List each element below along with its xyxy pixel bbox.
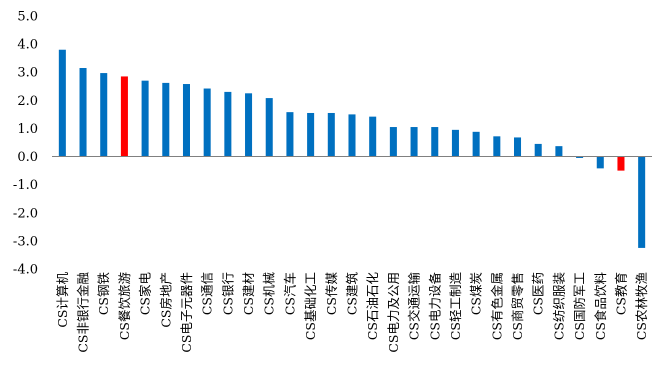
category-label: CS纺织服装 (551, 272, 566, 340)
category-label: CS石油石化 (365, 272, 380, 341)
y-tick-label: 2.0 (17, 94, 38, 109)
category-label: CS国防军工 (572, 272, 587, 340)
bar-24 (555, 146, 563, 157)
bar-28 (638, 156, 646, 248)
category-label: CS商贸零售 (510, 272, 525, 340)
y-tick-label: -3.0 (13, 234, 38, 249)
category-label: CS教育 (613, 272, 628, 315)
category-label: CS餐饮旅游 (117, 272, 132, 341)
category-label: CS农林牧渔 (634, 272, 649, 340)
bar-4 (141, 80, 149, 157)
category-label: CS建材 (241, 272, 256, 315)
bar-7 (203, 88, 211, 157)
bar-8 (224, 91, 232, 157)
category-label: CS医药 (531, 272, 546, 315)
bar-27 (617, 156, 625, 171)
y-tick-label: 0.0 (17, 150, 38, 165)
category-label: CS食品饮料 (593, 272, 608, 341)
category-labels: CS计算机 CS非银行金融 CS钢铁 CS餐饮旅游 CS家电 CS房地产 CS电子元器件 CS… (55, 272, 649, 353)
category-label: CS基础化工 (303, 272, 318, 340)
bar-6 (182, 84, 190, 157)
category-label: CS电力设备 (427, 272, 442, 341)
bar-18 (431, 127, 439, 157)
bar-0 (58, 49, 66, 157)
bar-10 (265, 98, 273, 157)
bar-16 (389, 127, 397, 157)
bar-13 (327, 112, 335, 157)
y-tick-label: 5.0 (17, 10, 38, 25)
bar-9 (245, 93, 253, 157)
bar-14 (348, 114, 356, 157)
bar-15 (369, 116, 377, 157)
category-label: CS轻工制造 (448, 272, 463, 341)
y-tick-label: 3.0 (17, 66, 38, 81)
category-label: CS家电 (138, 272, 153, 316)
bar-25 (576, 156, 584, 158)
category-label: CS煤炭 (469, 272, 484, 315)
y-tick-label: 4.0 (17, 38, 38, 53)
category-label: CS钢铁 (96, 272, 111, 316)
bar-1 (79, 68, 87, 157)
category-label: CS银行 (220, 272, 235, 315)
bar-23 (534, 143, 542, 157)
category-label: CS建筑 (345, 272, 360, 316)
bar-11 (286, 112, 294, 157)
bar-3 (120, 76, 128, 157)
category-label: CS传媒 (324, 272, 339, 316)
bar-5 (162, 82, 170, 157)
bar-19 (451, 129, 459, 157)
y-axis-ticks: 5.0 4.0 3.0 2.0 1.0 0.0 -1.0 -2.0 -3.0 -4.0 (13, 10, 38, 278)
y-tick-label: -4.0 (13, 263, 38, 278)
bar-22 (514, 137, 522, 157)
bar-20 (472, 131, 480, 157)
category-label: CS电子元器件 (179, 272, 194, 353)
category-label: CS电力及公用 (386, 272, 401, 353)
bar-26 (596, 156, 604, 169)
bars (58, 49, 646, 248)
bar-2 (100, 73, 108, 157)
category-label: CS计算机 (55, 272, 70, 328)
y-tick-label: -1.0 (13, 178, 38, 193)
y-tick-label: -2.0 (13, 206, 38, 221)
category-label: CS汽车 (282, 272, 297, 315)
y-tick-label: 1.0 (17, 122, 38, 137)
bar-12 (307, 112, 315, 157)
category-label: CS机械 (262, 272, 277, 316)
bar-21 (493, 136, 501, 157)
bar-17 (410, 127, 418, 157)
category-label: CS有色金属 (489, 272, 504, 340)
category-label: CS通信 (200, 272, 215, 315)
category-label: CS房地产 (158, 272, 173, 328)
category-label: CS非银行金融 (76, 272, 91, 353)
category-label: CS交通运输 (407, 272, 422, 341)
